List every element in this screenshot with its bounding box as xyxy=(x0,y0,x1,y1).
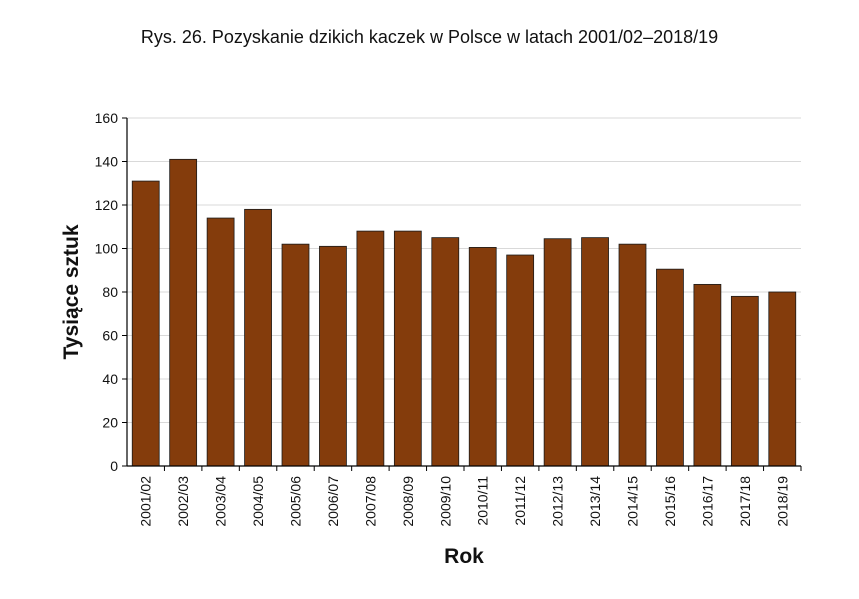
y-tick-label: 120 xyxy=(95,197,119,213)
bar-2008-09 xyxy=(393,230,422,467)
bar-2006-07 xyxy=(319,245,347,467)
bar-2011-12 xyxy=(506,254,535,467)
bars xyxy=(131,158,797,467)
x-tick-label: 2007/08 xyxy=(362,476,378,527)
x-tick-label: 2011/12 xyxy=(512,476,528,526)
y-tick-label: 0 xyxy=(110,458,118,474)
y-tick-label: 160 xyxy=(95,110,119,126)
bar-2007-08 xyxy=(356,230,385,467)
gridlines xyxy=(127,117,801,423)
bar-2002-03 xyxy=(169,158,198,467)
bar-2003-04 xyxy=(206,217,235,467)
x-tick-label: 2018/19 xyxy=(774,476,790,527)
x-tick-label: 2015/16 xyxy=(662,476,678,527)
x-tick-label: 2017/18 xyxy=(737,476,753,527)
y-tick-label: 100 xyxy=(95,241,119,257)
x-tick-label: 2001/02 xyxy=(138,476,154,527)
x-tick-label: 2004/05 xyxy=(250,476,266,527)
y-tick-labels: 0 20 40 60 80 100 120 140 160 xyxy=(95,110,119,474)
bar-2018-19 xyxy=(768,291,797,467)
x-tick-label: 2013/14 xyxy=(587,476,603,527)
x-tick-label: 2002/03 xyxy=(175,476,191,527)
bar-2017-18 xyxy=(730,295,759,467)
bar-2013-14 xyxy=(581,237,609,467)
bar-2001-02 xyxy=(131,180,160,467)
bar-2005-06 xyxy=(281,243,310,467)
x-tick-label: 2005/06 xyxy=(288,476,304,527)
y-axis-label: Tysiące sztuk xyxy=(60,224,83,359)
bar-2014-15 xyxy=(618,243,647,467)
x-tick-label: 2016/17 xyxy=(699,476,715,527)
axes xyxy=(122,117,802,471)
x-axis-label: Rok xyxy=(444,545,484,568)
y-tick-label: 40 xyxy=(102,371,118,387)
bar-2012-13 xyxy=(543,238,572,467)
x-tick-label: 2010/11 xyxy=(475,476,491,526)
bar-2009-10 xyxy=(431,237,460,467)
y-tick-label: 60 xyxy=(102,328,118,344)
chart-title: Rys. 26. Pozyskanie dzikich kaczek w Pol… xyxy=(140,27,719,47)
x-tick-label: 2006/07 xyxy=(325,476,341,527)
x-tick-label: 2012/13 xyxy=(550,476,566,527)
x-tick-labels: 2001/02 2002/03 2003/04 2004/05 2005/06 2006/… xyxy=(138,476,791,527)
x-tick-label: 2009/10 xyxy=(437,476,453,527)
y-tick-label: 20 xyxy=(102,415,118,431)
x-tick-label: 2014/15 xyxy=(625,476,641,527)
y-tick-label: 140 xyxy=(95,154,119,170)
x-tick-label: 2008/09 xyxy=(400,476,416,527)
bar-2010-11 xyxy=(468,247,497,467)
y-tick-label: 80 xyxy=(102,284,118,300)
bar-2004-05 xyxy=(244,208,272,467)
bar-2015-16 xyxy=(656,268,684,467)
x-tick-label: 2003/04 xyxy=(213,476,229,527)
bar-2016-17 xyxy=(693,283,722,467)
